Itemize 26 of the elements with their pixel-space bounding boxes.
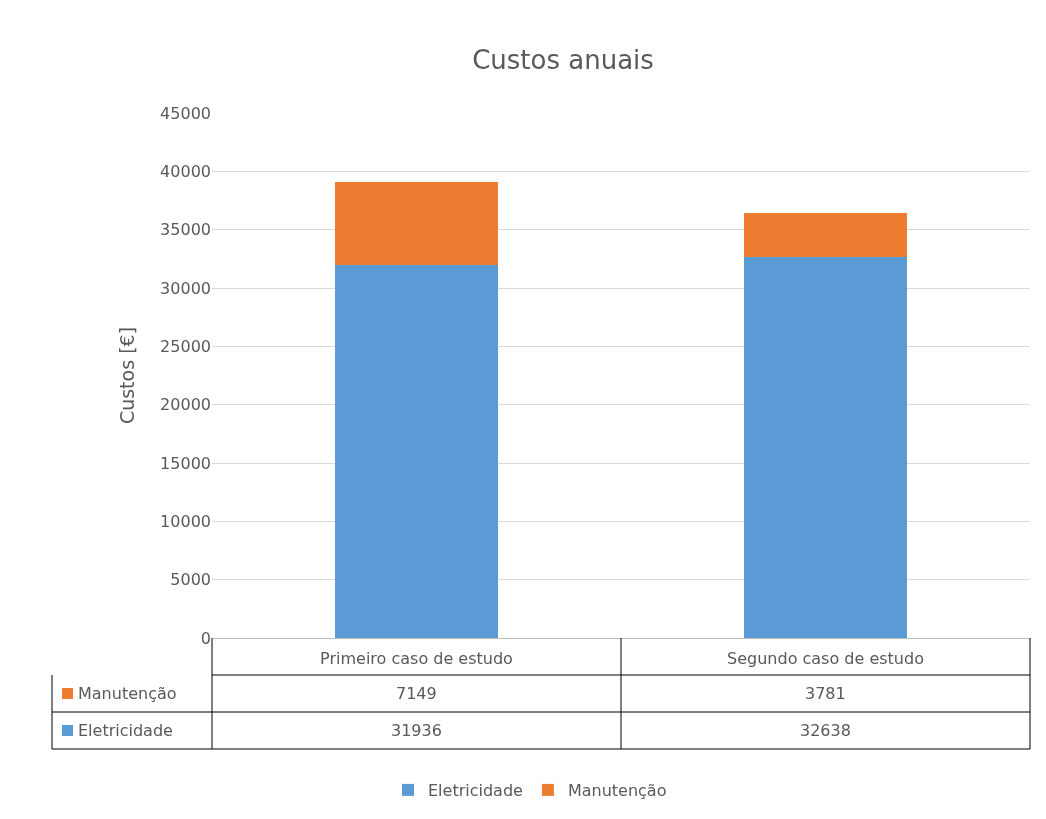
- y-axis-title: Custos [€]: [115, 326, 138, 425]
- data-label: 3781: [805, 684, 846, 703]
- data-label: 7149: [396, 684, 437, 703]
- bar: [334, 265, 499, 638]
- y-tick-label: 35000: [160, 220, 211, 240]
- x-tick-label: Primeiro caso de estudo: [320, 649, 513, 669]
- text: Eletricidade: [78, 721, 173, 740]
- x-tick-label: Segundo caso de estudo: [727, 649, 924, 669]
- y-tick-label: 20000: [160, 395, 211, 415]
- y-tick-label: 25000: [160, 336, 211, 356]
- y-tick-label: 10000: [160, 511, 211, 531]
- text: Manutenção: [567, 781, 667, 801]
- y-tick-label: 30000: [160, 278, 211, 298]
- y-tick-label: 0: [200, 628, 211, 648]
- chart-title: Custos anuais: [472, 45, 654, 76]
- y-tick-label: 45000: [160, 103, 211, 123]
- legend-label: Manutenção: [78, 684, 177, 703]
- y-tick-label: 40000: [160, 161, 211, 181]
- legend-label: Eletricidade: [428, 781, 523, 801]
- y-tick-label: 15000: [160, 453, 211, 473]
- data-label: 31936: [391, 721, 442, 740]
- bar: [743, 213, 908, 258]
- bar: [334, 182, 499, 266]
- bar: [743, 257, 908, 638]
- data-label: 32638: [800, 721, 851, 740]
- y-tick-label: 5000: [170, 570, 211, 590]
